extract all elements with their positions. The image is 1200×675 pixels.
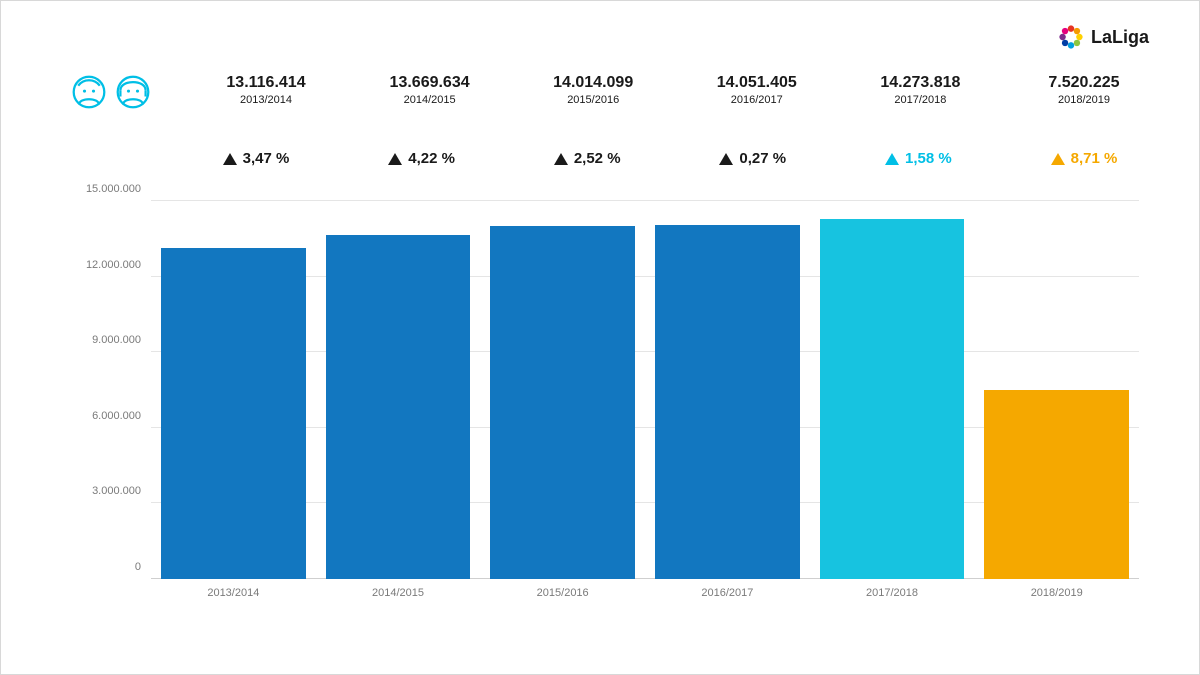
y-tick-label: 9.000.000 — [71, 334, 141, 346]
stat-cell: 7.520.225 2018/2019 — [1009, 74, 1159, 106]
stat-cell: 14.273.818 2017/2018 — [845, 74, 995, 106]
bar-slot — [810, 201, 975, 579]
stat-cell: 13.116.414 2013/2014 — [191, 74, 341, 106]
percent-value: 1,58 % — [905, 150, 952, 167]
bar-slot — [316, 201, 481, 579]
y-tick-label: 15.000.000 — [71, 183, 141, 195]
y-tick-label: 12.000.000 — [71, 259, 141, 271]
y-axis: 03.000.0006.000.0009.000.00012.000.00015… — [71, 201, 145, 579]
percent-value: 3,47 % — [243, 150, 290, 167]
triangle-up-icon — [885, 153, 899, 165]
x-tick-label: 2017/2018 — [810, 581, 975, 601]
percent-cell: 4,22 % — [347, 150, 497, 167]
stats-row: 13.116.414 2013/2014 13.669.634 2014/2015 14… — [71, 74, 1159, 110]
stat-season: 2017/2018 — [845, 94, 995, 106]
bar-slot — [974, 201, 1139, 579]
stat-value: 14.273.818 — [845, 74, 995, 92]
laliga-logo-icon — [1057, 23, 1085, 51]
bar — [984, 390, 1129, 580]
percent-cell: 3,47 % — [181, 150, 331, 167]
bar-slot — [645, 201, 810, 579]
x-axis: 2013/20142014/20152015/20162016/20172017… — [151, 581, 1139, 601]
stat-season: 2013/2014 — [191, 94, 341, 106]
y-tick-label: 0 — [71, 561, 141, 573]
bar — [490, 226, 635, 579]
y-tick-label: 6.000.000 — [71, 410, 141, 422]
percent-value: 8,71 % — [1071, 150, 1118, 167]
stat-value: 13.116.414 — [191, 74, 341, 92]
y-tick-label: 3.000.000 — [71, 485, 141, 497]
stat-value: 14.051.405 — [682, 74, 832, 92]
triangle-up-icon — [388, 153, 402, 165]
bar — [820, 219, 965, 579]
stat-value: 13.669.634 — [355, 74, 505, 92]
laliga-logo: LaLiga — [1057, 23, 1149, 51]
people-icons — [71, 74, 181, 110]
stat-cell: 14.051.405 2016/2017 — [682, 74, 832, 106]
stat-cell: 13.669.634 2014/2015 — [355, 74, 505, 106]
stat-season: 2016/2017 — [682, 94, 832, 106]
person-icon — [115, 74, 151, 110]
attendance-chart: 03.000.0006.000.0009.000.00012.000.00015… — [71, 201, 1139, 601]
x-tick-label: 2016/2017 — [645, 581, 810, 601]
stat-cell: 14.014.099 2015/2016 — [518, 74, 668, 106]
stat-season: 2018/2019 — [1009, 94, 1159, 106]
person-icon — [71, 74, 107, 110]
triangle-up-icon — [554, 153, 568, 165]
laliga-logo-text: LaLiga — [1091, 27, 1149, 48]
percent-cell: 1,58 % — [843, 150, 993, 167]
percent-cell: 8,71 % — [1009, 150, 1159, 167]
bars — [151, 201, 1139, 579]
bar — [326, 235, 471, 579]
triangle-up-icon — [719, 153, 733, 165]
percent-value: 0,27 % — [739, 150, 786, 167]
percent-cell: 0,27 % — [678, 150, 828, 167]
stat-season: 2014/2015 — [355, 94, 505, 106]
stat-value: 14.014.099 — [518, 74, 668, 92]
bar-slot — [480, 201, 645, 579]
bar — [655, 225, 800, 579]
infographic-frame: LaLiga 13.116.414 2013/2014 13.669.634 2014… — [0, 0, 1200, 675]
percent-value: 2,52 % — [574, 150, 621, 167]
stat-season: 2015/2016 — [518, 94, 668, 106]
triangle-up-icon — [223, 153, 237, 165]
percent-cell: 2,52 % — [512, 150, 662, 167]
x-tick-label: 2018/2019 — [974, 581, 1139, 601]
stat-value: 7.520.225 — [1009, 74, 1159, 92]
percent-value: 4,22 % — [408, 150, 455, 167]
percent-row: 3,47 % 4,22 % 2,52 % 0,27 % 1,58 % 8,71 % — [181, 150, 1159, 167]
bar — [161, 248, 306, 579]
x-tick-label: 2015/2016 — [480, 581, 645, 601]
x-tick-label: 2013/2014 — [151, 581, 316, 601]
triangle-up-icon — [1051, 153, 1065, 165]
bar-slot — [151, 201, 316, 579]
x-tick-label: 2014/2015 — [316, 581, 481, 601]
